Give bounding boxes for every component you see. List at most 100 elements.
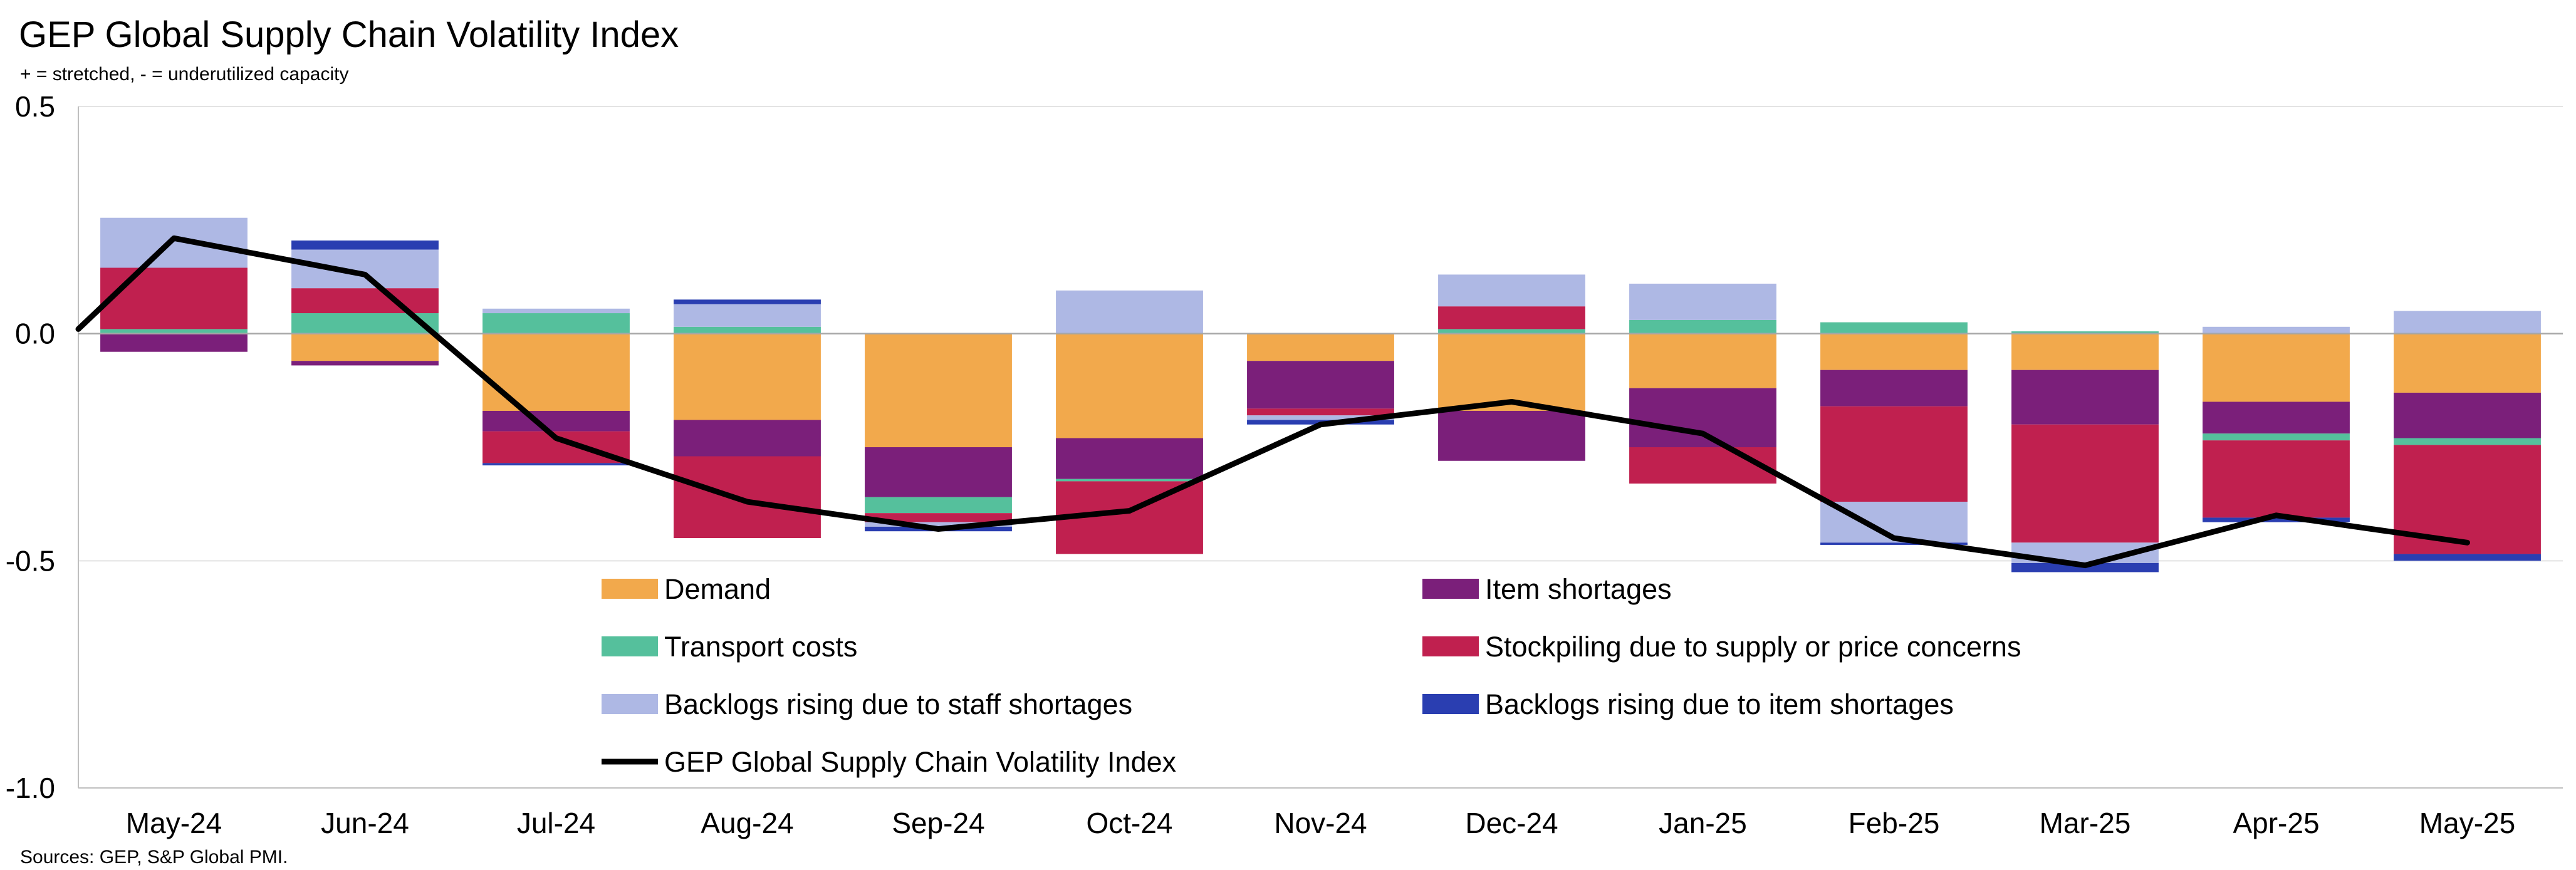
legend-label: Transport costs [664, 631, 857, 663]
bar-segment [1438, 306, 1585, 329]
bar-segment [482, 410, 630, 432]
gridlines [78, 106, 2563, 789]
bar-segment [482, 313, 630, 334]
legend-label: Item shortages [1485, 573, 1672, 605]
bar-segment [1247, 333, 1394, 361]
legend-swatch [1422, 579, 1479, 599]
bar-segment [1056, 438, 1203, 479]
x-tick-label: Sep-24 [892, 807, 984, 839]
index-point [1320, 424, 1321, 425]
bar-segment [2203, 401, 2350, 434]
bar-segment [674, 420, 821, 457]
bar-segment [2203, 333, 2350, 402]
bar-segment [100, 267, 248, 329]
bar-segment [291, 333, 439, 361]
bar-segment [674, 299, 821, 304]
legend-swatch [602, 636, 658, 656]
bar-segment [2394, 333, 2541, 393]
bar-segment [482, 308, 630, 314]
bar-segment [1438, 329, 1585, 334]
x-tick-label: May-24 [126, 807, 222, 839]
x-tick-label: Apr-25 [2233, 807, 2319, 839]
bar-segment [674, 456, 821, 539]
x-tick-label: Dec-24 [1465, 807, 1558, 839]
y-tick-label: -0.5 [6, 544, 55, 577]
bar-segment [1247, 408, 1394, 416]
bar-segment [674, 304, 821, 327]
bar-segment [1438, 410, 1585, 461]
bar-segment [2203, 326, 2350, 334]
legend-label: Stockpiling due to supply or price conce… [1485, 631, 2021, 663]
bar-segment [2203, 433, 2350, 441]
bar-segment [674, 326, 821, 334]
bar-segment [100, 217, 248, 268]
y-tick-label: 0.5 [15, 90, 55, 123]
bar-segment [2011, 333, 2159, 370]
bar-segment [1056, 479, 1203, 482]
bar-segment [291, 288, 439, 314]
bar-segment [2394, 392, 2541, 438]
bar-segment [291, 361, 439, 366]
index-point [2467, 542, 2468, 543]
axes: 0.5 0.0 -0.5 -1.0 May-24 Jun-24 Jul-24 Aug-24 Se… [6, 90, 2563, 839]
x-tick-label: Feb-25 [1849, 807, 1940, 839]
bar-segment [1820, 542, 1968, 545]
y-tick-label: 0.0 [15, 318, 55, 350]
y-tick-label: -1.0 [6, 772, 55, 804]
legend-label: Backlogs rising due to staff shortages [664, 688, 1132, 720]
bar-segment [2394, 554, 2541, 561]
legend-label: Backlogs rising due to item shortages [1485, 688, 1954, 720]
index-point [1129, 510, 1130, 512]
index-line-path [75, 235, 2470, 569]
legend-swatch [1422, 636, 1479, 656]
bar-segment [865, 513, 1012, 522]
x-tick-label: Aug-24 [701, 807, 793, 839]
bar-segment [291, 240, 439, 250]
bar-segment [865, 522, 1012, 527]
bar-segment [1629, 388, 1776, 447]
x-tick-label: Jul-24 [517, 807, 595, 839]
bar-segment [1820, 406, 1968, 502]
bar-segment [1629, 447, 1776, 484]
bar-segment [865, 497, 1012, 514]
bar-segment [865, 447, 1012, 497]
legend-swatch [602, 579, 658, 599]
bar-segment [1629, 283, 1776, 320]
chart-title: GEP Global Supply Chain Volatility Index [19, 14, 679, 55]
legend-swatch [602, 694, 658, 714]
bar-segment [1438, 274, 1585, 307]
x-tick-label: Oct-24 [1086, 807, 1172, 839]
legend-swatch [1422, 694, 1479, 714]
bar-segment [1247, 415, 1394, 420]
x-tick-label: Jun-24 [321, 807, 409, 839]
bar-segment [865, 333, 1012, 447]
bar-segment [2011, 370, 2159, 425]
bar-segment [2011, 331, 2159, 334]
bar-segment [1056, 333, 1203, 438]
bar-segment [100, 329, 248, 334]
x-tick-label: May-25 [2419, 807, 2515, 839]
bar-segment [674, 333, 821, 420]
legend-label: GEP Global Supply Chain Volatility Index [664, 746, 1177, 778]
bar-segment [100, 333, 248, 352]
bar-segment [1056, 290, 1203, 334]
x-tick-label: Jan-25 [1659, 807, 1747, 839]
bar-segment [1820, 370, 1968, 407]
bar-segment [291, 249, 439, 289]
source-note: Sources: GEP, S&P Global PMI. [20, 847, 288, 867]
bar-segment [1247, 361, 1394, 409]
bar-segment [1820, 322, 1968, 334]
bar-segment [1629, 319, 1776, 334]
bar-segment [2203, 440, 2350, 518]
x-tick-label: Mar-25 [2040, 807, 2131, 839]
bar-segment [2394, 438, 2541, 445]
index-point [1511, 401, 1512, 402]
bar-segment [1438, 333, 1585, 411]
bar-segment [1629, 333, 1776, 388]
chart-subtitle: + = stretched, - = underutilized capacit… [20, 64, 348, 85]
bar-segment [482, 333, 630, 411]
bar-segment [2203, 517, 2350, 522]
legend-label: Demand [664, 573, 771, 605]
x-tick-label: Nov-24 [1274, 807, 1367, 839]
